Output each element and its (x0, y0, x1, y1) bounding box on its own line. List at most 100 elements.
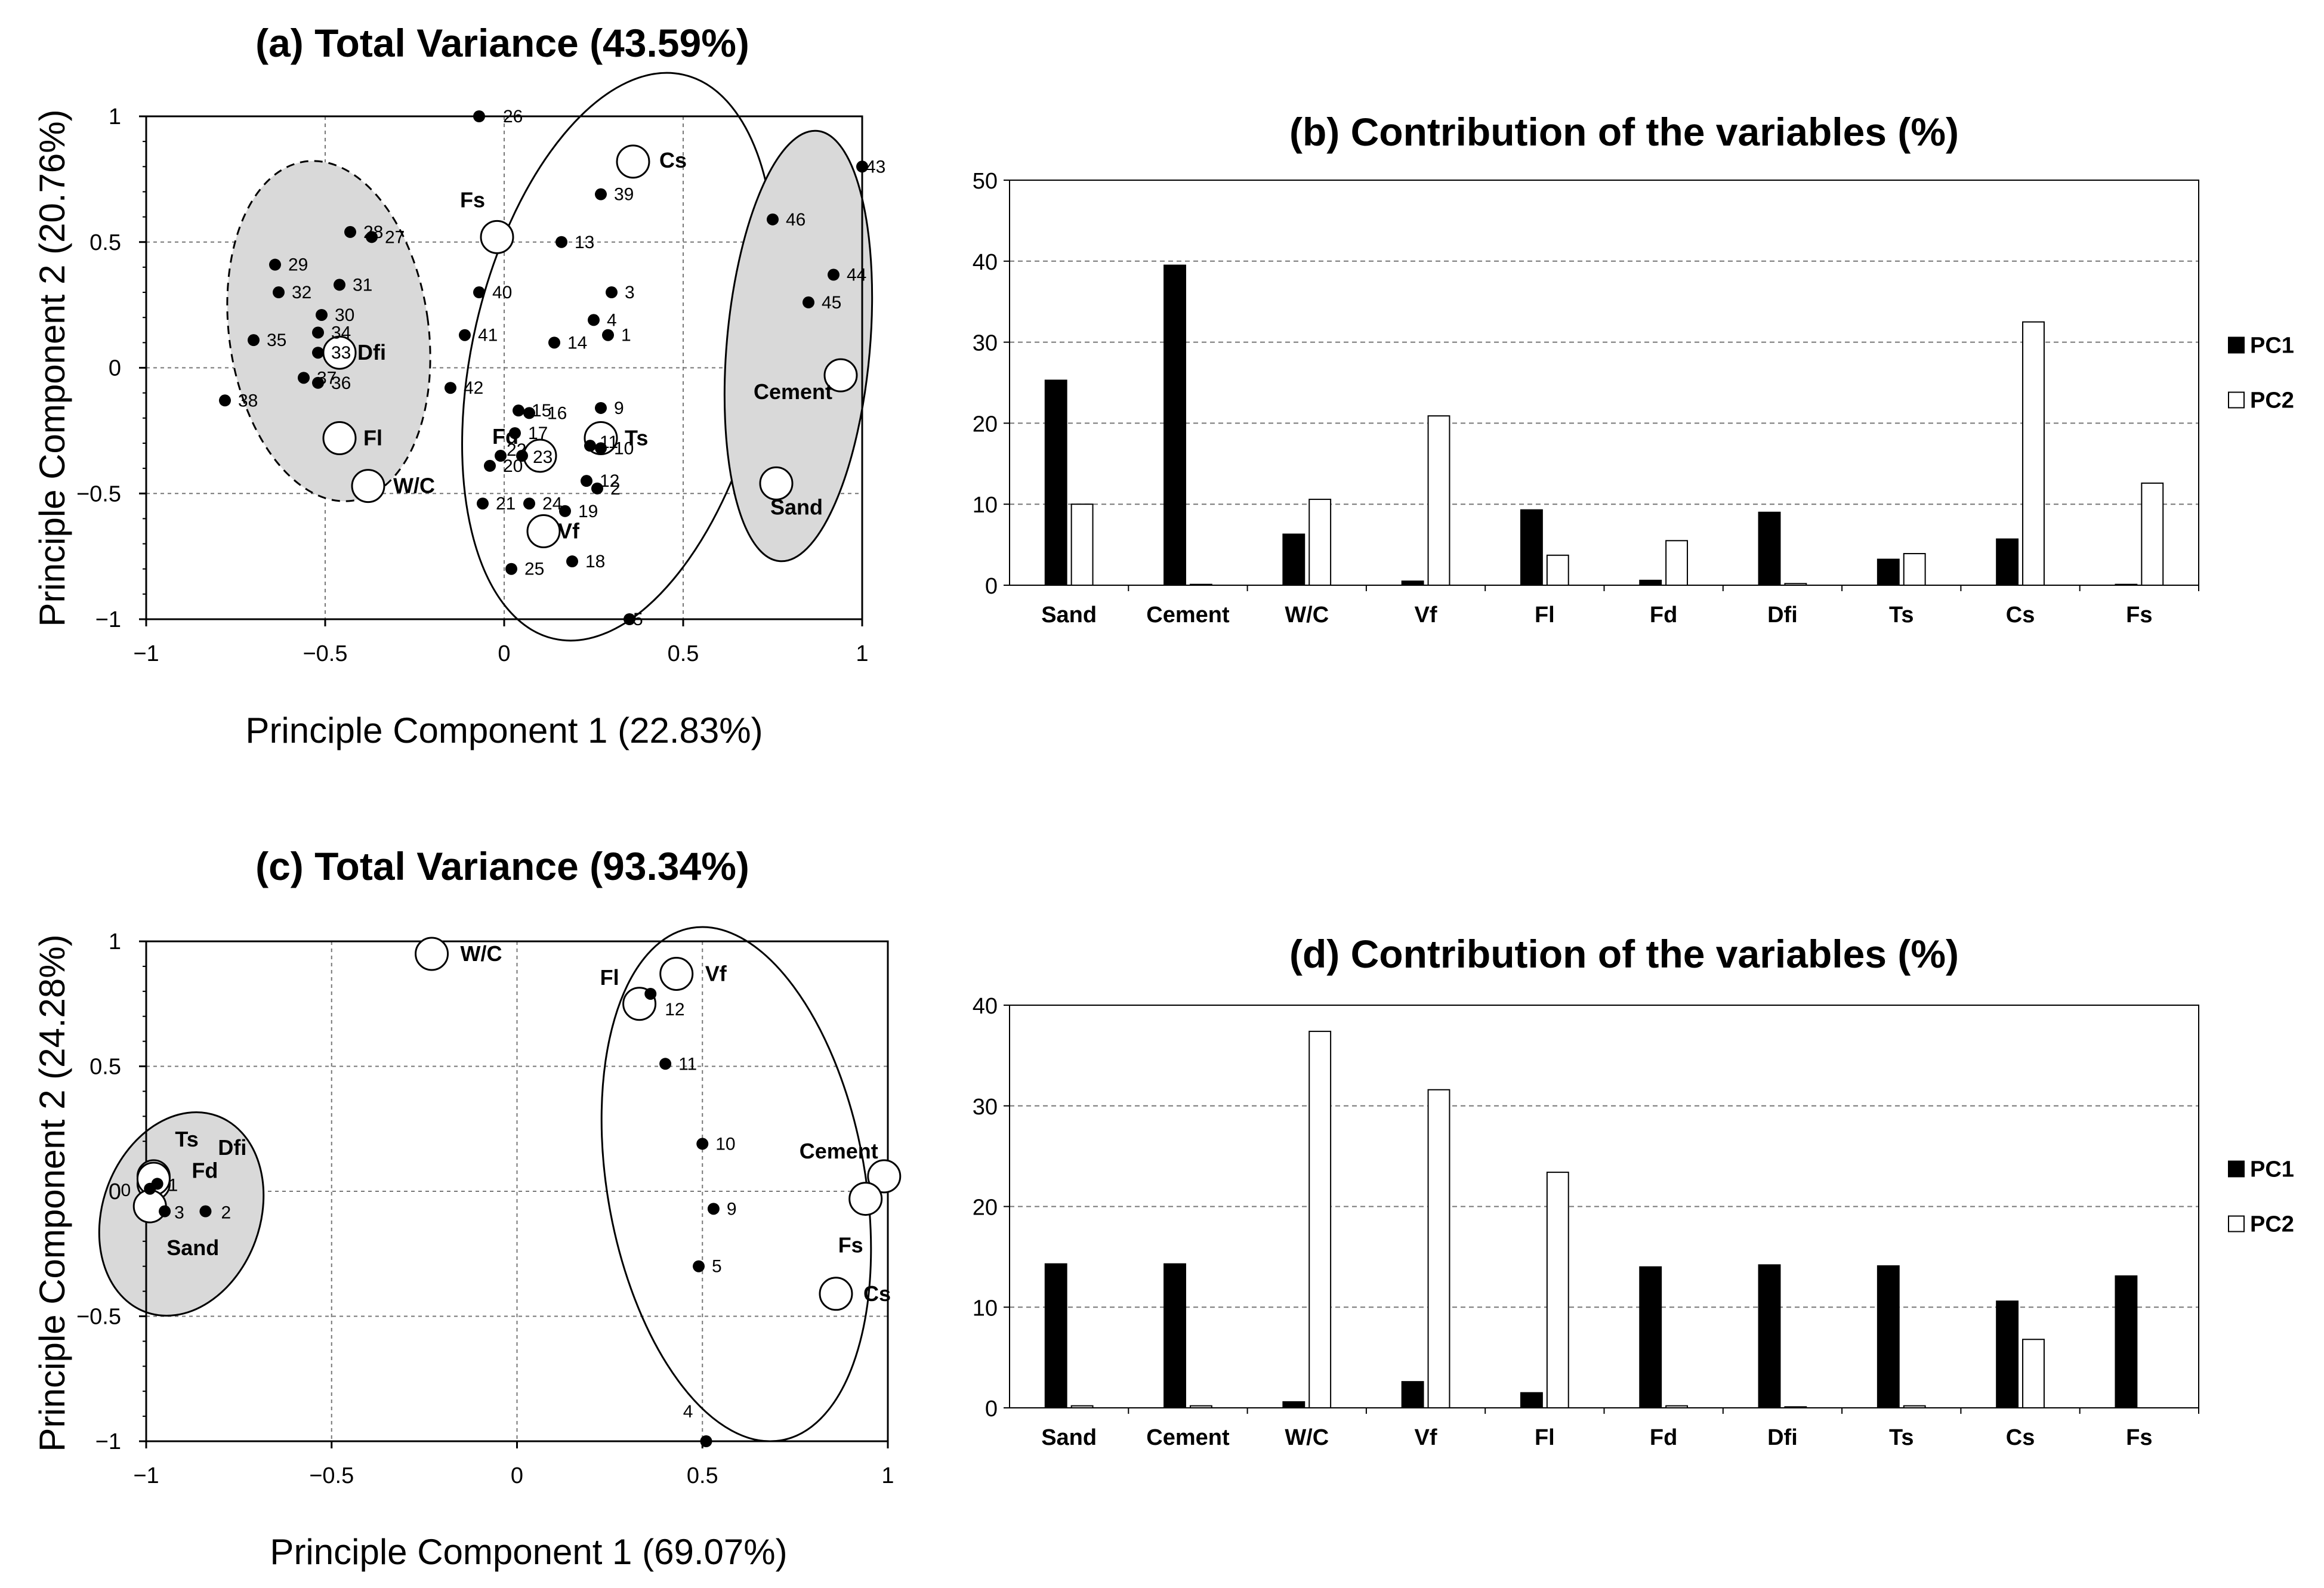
d-category-label: Cement (1146, 1425, 1230, 1450)
a-sample-point (366, 231, 378, 243)
c-sample-point (659, 1058, 672, 1070)
panel-c-y-axis-label: Principle Component 2 (24.28%) (32, 934, 72, 1451)
a-sample-point (588, 314, 600, 326)
c-variable-label: Fd (192, 1158, 218, 1182)
a-x-tick-label: −0.5 (303, 641, 347, 666)
b-legend-pc1-label: PC1 (2250, 333, 2294, 359)
panel-c-title: (c) Total Variance (93.34%) (255, 844, 749, 888)
panel-c-tick-labels: −1 −0.5 0 0.5 1 −1 −0.5 0 0.5 1 (76, 929, 894, 1488)
a-sample-point (495, 450, 507, 462)
c-variable-marker (867, 1159, 902, 1194)
c-sample-point (159, 1205, 171, 1218)
a-sample-label: 38 (238, 391, 258, 410)
a-y-tick-label: 0.5 (89, 230, 121, 255)
b-y-tick-label: 0 (985, 574, 998, 599)
d-legend-pc1-label: PC1 (2250, 1157, 2294, 1182)
c-sample-label: 12 (665, 1000, 684, 1019)
c-sample-point (151, 1178, 163, 1190)
c-x-tick-label: 1 (881, 1463, 894, 1488)
b-category-label: W/C (1285, 603, 1329, 628)
a-sample-label: 28 (363, 223, 383, 242)
a-sample-label: 12 (600, 471, 619, 491)
b-bar-pc1 (1639, 579, 1662, 586)
a-sample-point (473, 286, 485, 299)
a-sample-point (505, 563, 517, 575)
panel-a-tick-labels: −1 −0.5 0 0.5 1 −1 −0.5 0 0.5 1 (76, 104, 869, 666)
panel-c-gridlines (146, 941, 888, 1441)
c-variable-label: Ts (175, 1127, 198, 1151)
b-y-tick-label: 10 (973, 493, 998, 518)
d-legend-pc2-label: PC2 (2250, 1212, 2294, 1237)
d-bar-pc1 (2115, 1275, 2138, 1408)
a-sample-label: 44 (847, 265, 866, 285)
d-bar-pc1 (1639, 1266, 1662, 1408)
a-sample-label: 27 (385, 227, 405, 247)
c-variable-marker (819, 1277, 853, 1311)
d-bar-pc1 (1163, 1263, 1186, 1408)
a-variable-marker (823, 358, 858, 393)
a-y-tick-label: −1 (95, 607, 121, 632)
d-plot-frame (1009, 1005, 2199, 1408)
a-sample-point (584, 440, 596, 452)
a-sample-point (473, 110, 485, 122)
a-sample-label: 10 (614, 438, 634, 458)
c-variable-marker (132, 1189, 167, 1224)
a-sample-label: 3 (625, 283, 635, 302)
a-variable-label: Fs (460, 187, 485, 212)
d-category-label: W/C (1285, 1425, 1329, 1450)
a-sample-label: 29 (288, 255, 308, 275)
a-variable-label: W/C (393, 474, 435, 498)
d-bar-pc1 (1758, 1264, 1781, 1408)
panel-a-cluster-left (226, 160, 431, 502)
c-variable-marker (659, 956, 694, 991)
c-y-tick-label: −0.5 (76, 1305, 121, 1330)
d-category-label: Dfi (1767, 1425, 1798, 1450)
c-sample-point (693, 1260, 705, 1272)
d-category-label: Vf (1415, 1425, 1437, 1450)
c-x-tick-label: −1 (133, 1463, 159, 1488)
d-bar-pc2 (1308, 1030, 1332, 1408)
a-sample-label: 19 (578, 502, 598, 521)
b-category-label: Ts (1889, 603, 1914, 628)
a-sample-label: 14 (567, 333, 587, 353)
b-bar-pc2 (1427, 415, 1450, 586)
a-sample-point (509, 427, 521, 440)
d-bar-pc1 (1996, 1300, 2019, 1408)
panel-a-cluster-right (723, 129, 874, 563)
a-sample-point (477, 498, 489, 510)
d-y-tick-label: 20 (973, 1195, 998, 1221)
c-sample-label: 0 (121, 1181, 131, 1200)
d-bar-pc2 (2022, 1339, 2045, 1408)
a-sample-label: 9 (614, 398, 624, 418)
a-variable-label: Fl (363, 426, 382, 450)
d-bar-pc1 (1401, 1381, 1424, 1408)
c-sample-label: 1 (168, 1175, 178, 1195)
a-sample-point (344, 225, 356, 238)
a-variable-label: Ts (625, 426, 648, 450)
c-sample-point (644, 987, 657, 1000)
d-legend-pc2-swatch (2228, 1215, 2245, 1232)
a-sample-label: 41 (478, 326, 498, 345)
a-variable-label: Cement (754, 379, 832, 404)
d-y-tick-label: 0 (985, 1397, 998, 1422)
a-sample-point (273, 286, 285, 299)
a-sample-point (269, 258, 281, 271)
c-sample-label: 3 (174, 1203, 184, 1223)
a-x-tick-label: 1 (856, 641, 868, 666)
b-bar-pc1 (1996, 538, 2019, 586)
a-y-tick-label: 0 (109, 356, 121, 381)
a-sample-point (219, 394, 231, 407)
a-sample-label: 24 (542, 494, 562, 514)
a-variable-label: Vf (558, 518, 580, 543)
d-bar-pc2 (1427, 1089, 1450, 1408)
a-sample-point (803, 296, 814, 308)
c-sample-label: 11 (678, 1054, 697, 1074)
b-bar-pc2 (1546, 554, 1569, 586)
a-sample-label: 4 (607, 310, 617, 330)
c-sample-label: 10 (715, 1134, 735, 1154)
a-sample-label: 17 (528, 424, 548, 443)
c-y-tick-label: 0.5 (89, 1055, 121, 1080)
a-sample-label: 23 (533, 447, 553, 467)
